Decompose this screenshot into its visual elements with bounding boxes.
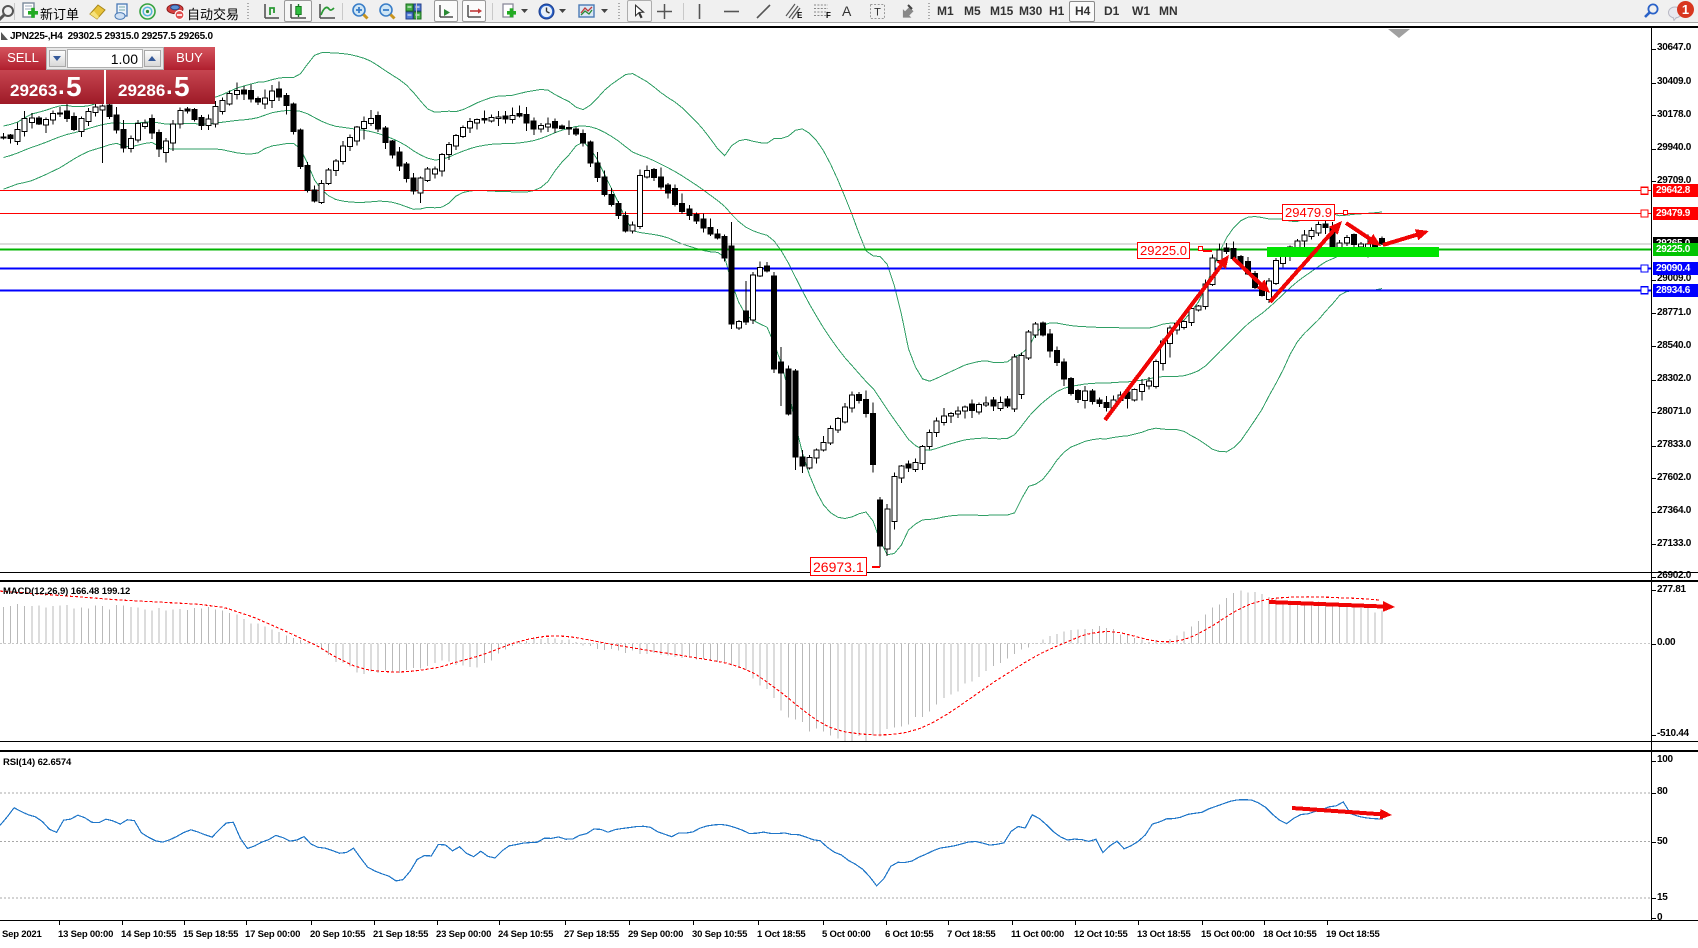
svg-text:T: T: [874, 7, 881, 19]
